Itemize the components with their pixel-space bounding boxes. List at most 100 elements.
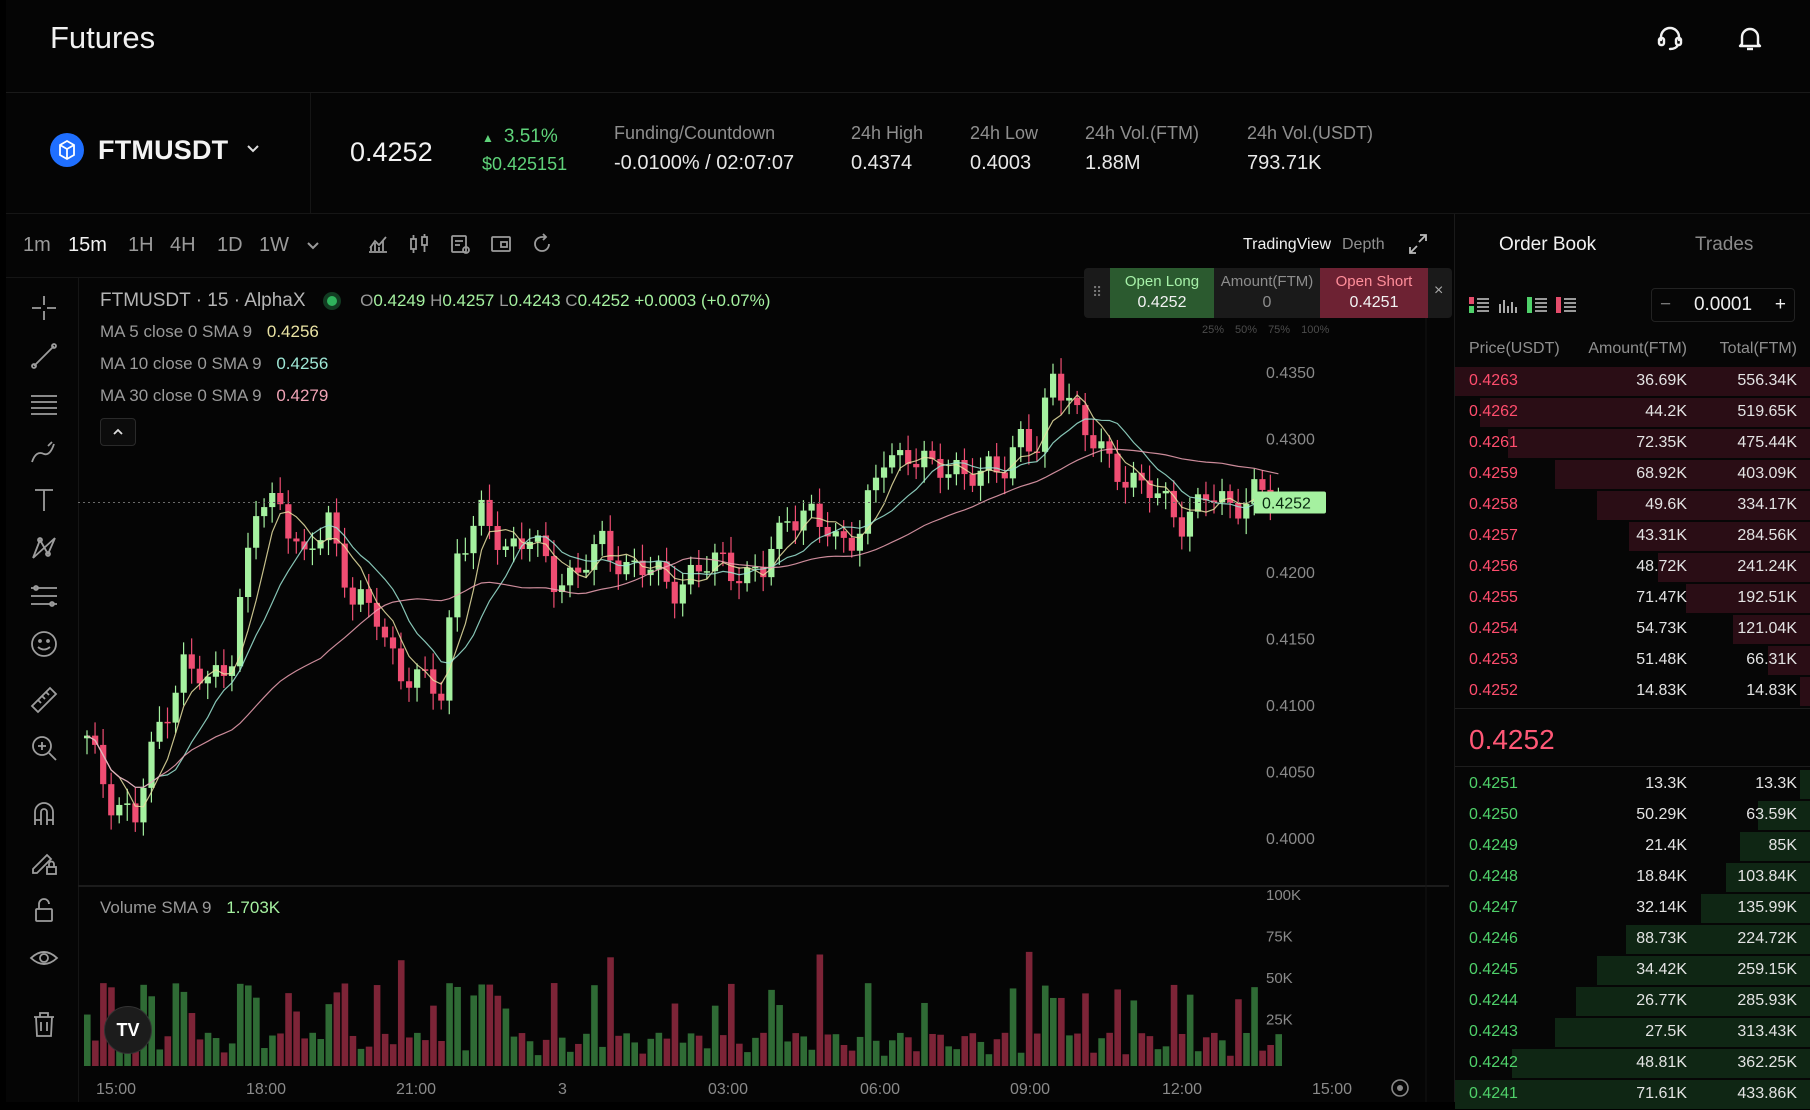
book-depth-icon[interactable] [1498, 296, 1518, 314]
timeframe-1h[interactable]: 1H [128, 234, 154, 256]
volume-bar [100, 983, 107, 1066]
decrease-button[interactable]: − [1660, 294, 1672, 315]
bell-icon[interactable] [1730, 18, 1770, 58]
pencil-lock-icon[interactable] [28, 846, 60, 878]
fib-icon[interactable] [28, 580, 60, 612]
volume-bar [760, 1032, 767, 1066]
depth-toggle[interactable]: Depth [1342, 236, 1385, 253]
volume-bar [1202, 1037, 1210, 1066]
tradingview-logo-icon[interactable]: TV [104, 1006, 152, 1054]
order-total: 66.31K [1746, 651, 1797, 668]
template-icon[interactable] [448, 232, 474, 258]
candle-body [558, 585, 566, 593]
percent-25[interactable]: 25% [1202, 324, 1225, 336]
order-total: 362.25K [1737, 1054, 1797, 1071]
bid-row[interactable]: 0.4245 34.42K 259.15K [1455, 955, 1810, 986]
emoji-icon[interactable] [28, 628, 60, 660]
text-icon[interactable] [28, 484, 60, 516]
indicators-icon[interactable] [366, 232, 392, 258]
bid-row[interactable]: 0.4243 27.5K 313.43K [1455, 1017, 1810, 1048]
timeframe-15m[interactable]: 15m [68, 234, 107, 256]
ask-row[interactable]: 0.4261 72.35K 475.44K [1455, 428, 1810, 459]
bid-row[interactable]: 0.4242 48.81K 362.25K [1455, 1048, 1810, 1079]
book-bids-icon[interactable] [1527, 296, 1547, 314]
depth-bar [1800, 770, 1810, 799]
brush-icon[interactable] [28, 436, 60, 468]
price-chart[interactable]: 0.43500.43000.42500.42000.41500.41000.40… [78, 278, 1449, 1102]
fullscreen-icon[interactable] [489, 232, 515, 258]
bid-row[interactable]: 0.4247 32.14K 135.99K [1455, 893, 1810, 924]
order-total: 475.44K [1737, 434, 1797, 451]
chevron-down-icon[interactable] [306, 238, 332, 264]
ask-row[interactable]: 0.4256 48.72K 241.24K [1455, 552, 1810, 583]
drag-handle-icon[interactable]: ⠿ [1092, 284, 1103, 300]
ask-row[interactable]: 0.4263 36.69K 556.34K [1455, 366, 1810, 397]
open-long-button[interactable]: Open Long 0.4252 [1110, 268, 1214, 318]
ask-row[interactable]: 0.4254 54.73K 121.04K [1455, 614, 1810, 645]
depth-bar [1625, 925, 1810, 954]
order-total: 135.99K [1737, 899, 1797, 916]
amount-input[interactable]: Amount(FTM) 0 [1216, 268, 1318, 318]
candle-body [164, 721, 171, 724]
refresh-icon[interactable] [530, 232, 556, 258]
book-both-icon[interactable] [1469, 296, 1489, 314]
order-amount: 13.3K [1645, 775, 1687, 792]
timeframe-1d[interactable]: 1D [217, 234, 243, 256]
trash-icon[interactable] [28, 1008, 60, 1040]
ask-row[interactable]: 0.4257 43.31K 284.56K [1455, 521, 1810, 552]
tab-trades[interactable]: Trades [1695, 234, 1754, 255]
ask-row[interactable]: 0.4258 49.6K 334.17K [1455, 490, 1810, 521]
ask-row[interactable]: 0.4255 71.47K 192.51K [1455, 583, 1810, 614]
tradingview-toggle[interactable]: TradingView [1243, 236, 1332, 253]
ruler-icon[interactable] [28, 684, 60, 716]
open-short-button[interactable]: Open Short 0.4251 [1320, 268, 1428, 318]
bid-row[interactable]: 0.4248 18.84K 103.84K [1455, 862, 1810, 893]
ask-row[interactable]: 0.4252 14.83K 14.83K [1455, 676, 1810, 707]
candle-body [389, 637, 397, 649]
ma30-line [86, 448, 1279, 788]
bid-row[interactable]: 0.4246 88.73K 224.72K [1455, 924, 1810, 955]
lock-icon[interactable] [28, 894, 60, 926]
candle-body [1058, 373, 1065, 401]
book-asks-icon[interactable] [1556, 296, 1576, 314]
percent-100[interactable]: 100% [1301, 324, 1330, 336]
collapse-legend-button[interactable] [100, 418, 136, 446]
candles-icon[interactable] [407, 232, 433, 258]
headset-icon[interactable] [1650, 18, 1690, 58]
pattern-icon[interactable] [28, 532, 60, 564]
ask-row[interactable]: 0.4259 68.92K 403.09K [1455, 459, 1810, 490]
crosshair-icon[interactable] [28, 292, 60, 324]
timeframe-4h[interactable]: 4H [170, 234, 196, 256]
bid-row[interactable]: 0.4250 50.29K 63.59K [1455, 800, 1810, 831]
bid-row[interactable]: 0.4241 71.61K 433.86K [1455, 1079, 1810, 1110]
timeframe-1m[interactable]: 1m [23, 234, 51, 256]
bid-row[interactable]: 0.4251 13.3K 13.3K [1455, 769, 1810, 800]
volume-bar [269, 1035, 276, 1066]
bid-row[interactable]: 0.4244 26.77K 285.93K [1455, 986, 1810, 1017]
timeframe-1w[interactable]: 1W [259, 234, 289, 256]
horizontal-lines-icon[interactable] [28, 388, 60, 420]
tab-order-book[interactable]: Order Book [1499, 234, 1597, 255]
increase-button[interactable]: + [1774, 294, 1786, 315]
symbol-selector[interactable]: FTMUSDT [50, 133, 260, 167]
percent-75[interactable]: 75% [1268, 324, 1291, 336]
trendline-icon[interactable] [28, 340, 60, 372]
mid-price[interactable]: 0.4252 [1469, 724, 1555, 755]
volume-bar [397, 960, 405, 1066]
percent-50[interactable]: 50% [1235, 324, 1258, 336]
ask-row[interactable]: 0.4253 51.48K 66.31K [1455, 645, 1810, 676]
ask-row[interactable]: 0.4262 44.2K 519.65K [1455, 397, 1810, 428]
volume-value: 1.703K [226, 898, 281, 917]
eye-icon[interactable] [28, 942, 60, 974]
close-icon[interactable]: × [1434, 282, 1444, 299]
zoom-in-icon[interactable] [28, 732, 60, 764]
settings-gear-icon[interactable] [1391, 1079, 1409, 1097]
quick-trade-widget: ⠿ Open Long 0.4252 Amount(FTM) 0 Open Sh… [1084, 268, 1452, 318]
magnet-icon[interactable] [28, 798, 60, 830]
candle-body [494, 526, 501, 550]
chart-canvas[interactable]: 0.43500.43000.42500.42000.41500.41000.40… [78, 278, 1449, 1102]
candle-body [140, 787, 147, 823]
order-total: 14.83K [1746, 682, 1797, 699]
bid-row[interactable]: 0.4249 21.4K 85K [1455, 831, 1810, 862]
expand-icon[interactable] [1406, 232, 1432, 258]
